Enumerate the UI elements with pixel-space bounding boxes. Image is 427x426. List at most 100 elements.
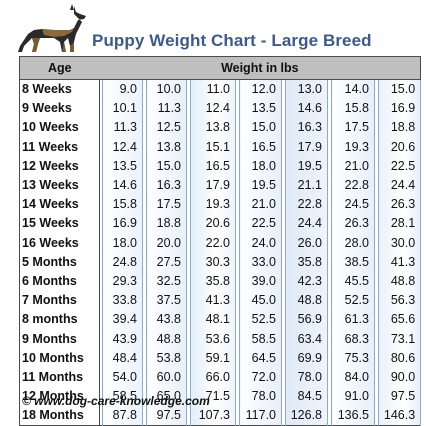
column-gap: [99, 99, 103, 119]
column-gap: [186, 406, 191, 426]
weight-cell: 52.5: [239, 310, 282, 330]
column-gap: [186, 291, 191, 311]
weight-cell: 97.5: [377, 387, 422, 407]
weight-cell: 72.0: [239, 367, 282, 387]
weight-cell: 32.5: [146, 271, 187, 292]
column-gap: [327, 99, 332, 119]
weight-cell: 73.1: [377, 329, 422, 349]
table-row: 18 Months 87.8 97.5 107.3 117.0 126.8 136.5 146…: [19, 406, 422, 426]
column-gap: [374, 118, 379, 138]
weight-cell: 13.5: [239, 99, 282, 119]
weight-cell: 16.5: [239, 137, 282, 157]
column-gap: [186, 252, 191, 272]
weight-cell: 17.9: [285, 137, 328, 157]
weight-cell: 9.0: [102, 79, 143, 100]
weight-table: Age Weight in lbs 8 Weeks 9.0 10.0 11.0 12.0…: [19, 56, 422, 426]
column-gap: [374, 195, 379, 215]
weight-cell: 18.8: [146, 214, 187, 234]
weight-cell: 26.3: [331, 214, 375, 234]
weight-cell: 53.8: [146, 348, 187, 368]
weight-cell: 29.3: [102, 271, 143, 292]
age-cell: 6 Months: [19, 271, 100, 292]
table-row: 8 Weeks 9.0 10.0 11.0 12.0 13.0 14.0 15.0: [19, 79, 422, 100]
column-gap: [327, 271, 332, 292]
weight-cell: 48.8: [377, 271, 422, 292]
weight-cell: 22.5: [377, 156, 422, 176]
weight-cell: 11.3: [102, 118, 143, 138]
weight-cell: 38.5: [331, 252, 375, 272]
weight-cell: 18.0: [239, 156, 282, 176]
weight-cell: 66.0: [190, 367, 236, 387]
weight-cell: 19.3: [190, 195, 236, 215]
age-cell: 11 Weeks: [19, 137, 100, 157]
column-gap: [142, 329, 147, 349]
age-cell: 8 months: [19, 310, 100, 330]
column-gap: [235, 367, 240, 387]
column-gap: [327, 79, 332, 100]
weight-cell: 20.0: [146, 233, 187, 253]
weight-cell: 19.3: [331, 137, 375, 157]
weight-cell: 21.0: [239, 195, 282, 215]
column-gap: [99, 329, 103, 349]
column-gap: [327, 156, 332, 176]
age-cell: 12 Months: [19, 387, 100, 407]
weight-cell: 19.5: [285, 156, 328, 176]
column-gap: [99, 118, 103, 138]
column-gap: [186, 367, 191, 387]
column-gap: [281, 348, 286, 368]
column-gap: [99, 79, 103, 100]
column-gap: [186, 214, 191, 234]
weight-cell: 33.8: [102, 291, 143, 311]
table-row: 12 Weeks 13.5 15.0 16.5 18.0 19.5 21.0 22.5: [19, 156, 422, 176]
column-gap: [374, 233, 379, 253]
weight-cell: 24.4: [377, 175, 422, 196]
weight-column-header: Weight in lbs: [99, 56, 421, 80]
weight-cell: 146.3: [377, 406, 422, 426]
column-gap: [186, 329, 191, 349]
age-column-header: Age: [19, 56, 100, 80]
weight-cell: 13.0: [285, 79, 328, 100]
column-gap: [281, 291, 286, 311]
weight-cell: 15.0: [239, 118, 282, 138]
table-row: 10 Weeks 11.3 12.5 13.8 15.0 16.3 17.5 18.8: [19, 118, 422, 138]
column-gap: [327, 195, 332, 215]
column-gap: [142, 271, 147, 292]
weight-cell: 65.0: [146, 387, 187, 407]
age-cell: 15 Weeks: [19, 214, 100, 234]
copyright-footer: © www.dog-care-knowledge.com: [22, 394, 210, 408]
weight-cell: 43.8: [146, 310, 187, 330]
table-row: 7 Months 33.8 37.5 41.3 45.0 48.8 52.5 56.3: [19, 291, 422, 311]
weight-cell: 80.6: [377, 348, 422, 368]
table-row: 6 Months 29.3 32.5 35.8 39.0 42.3 45.5 48.8: [19, 271, 422, 292]
age-cell: 14 Weeks: [19, 195, 100, 215]
table-row: 11 Weeks 12.4 13.8 15.1 16.5 17.9 19.3 20.6: [19, 137, 422, 157]
table-row: 11 Months 54.0 60.0 66.0 72.0 78.0 84.0 90.0: [19, 367, 422, 387]
page-title: Puppy Weight Chart - Large Breed: [92, 31, 372, 50]
weight-cell: 33.0: [239, 252, 282, 272]
weight-cell: 13.8: [146, 137, 187, 157]
weight-cell: 13.8: [190, 118, 236, 138]
column-gap: [374, 79, 379, 100]
weight-cell: 42.3: [285, 271, 328, 292]
weight-cell: 24.4: [285, 214, 328, 234]
age-cell: 10 Months: [19, 348, 100, 368]
column-gap: [186, 175, 191, 196]
weight-cell: 35.8: [190, 271, 236, 292]
weight-cell: 68.3: [331, 329, 375, 349]
table-row: 14 Weeks 15.8 17.5 19.3 21.0 22.8 24.5 26.3: [19, 195, 422, 215]
weight-cell: 75.3: [331, 348, 375, 368]
weight-cell: 78.0: [239, 387, 282, 407]
weight-cell: 97.5: [146, 406, 187, 426]
weight-cell: 26.3: [377, 195, 422, 215]
weight-cell: 48.8: [285, 291, 328, 311]
column-gap: [235, 156, 240, 176]
weight-cell: 45.0: [239, 291, 282, 311]
column-gap: [327, 367, 332, 387]
weight-cell: 30.3: [190, 252, 236, 272]
column-gap: [327, 118, 332, 138]
age-cell: 12 Weeks: [19, 156, 100, 176]
column-gap: [281, 195, 286, 215]
column-gap: [281, 118, 286, 138]
weight-cell: 14.6: [102, 175, 143, 196]
weight-cell: 19.5: [239, 175, 282, 196]
